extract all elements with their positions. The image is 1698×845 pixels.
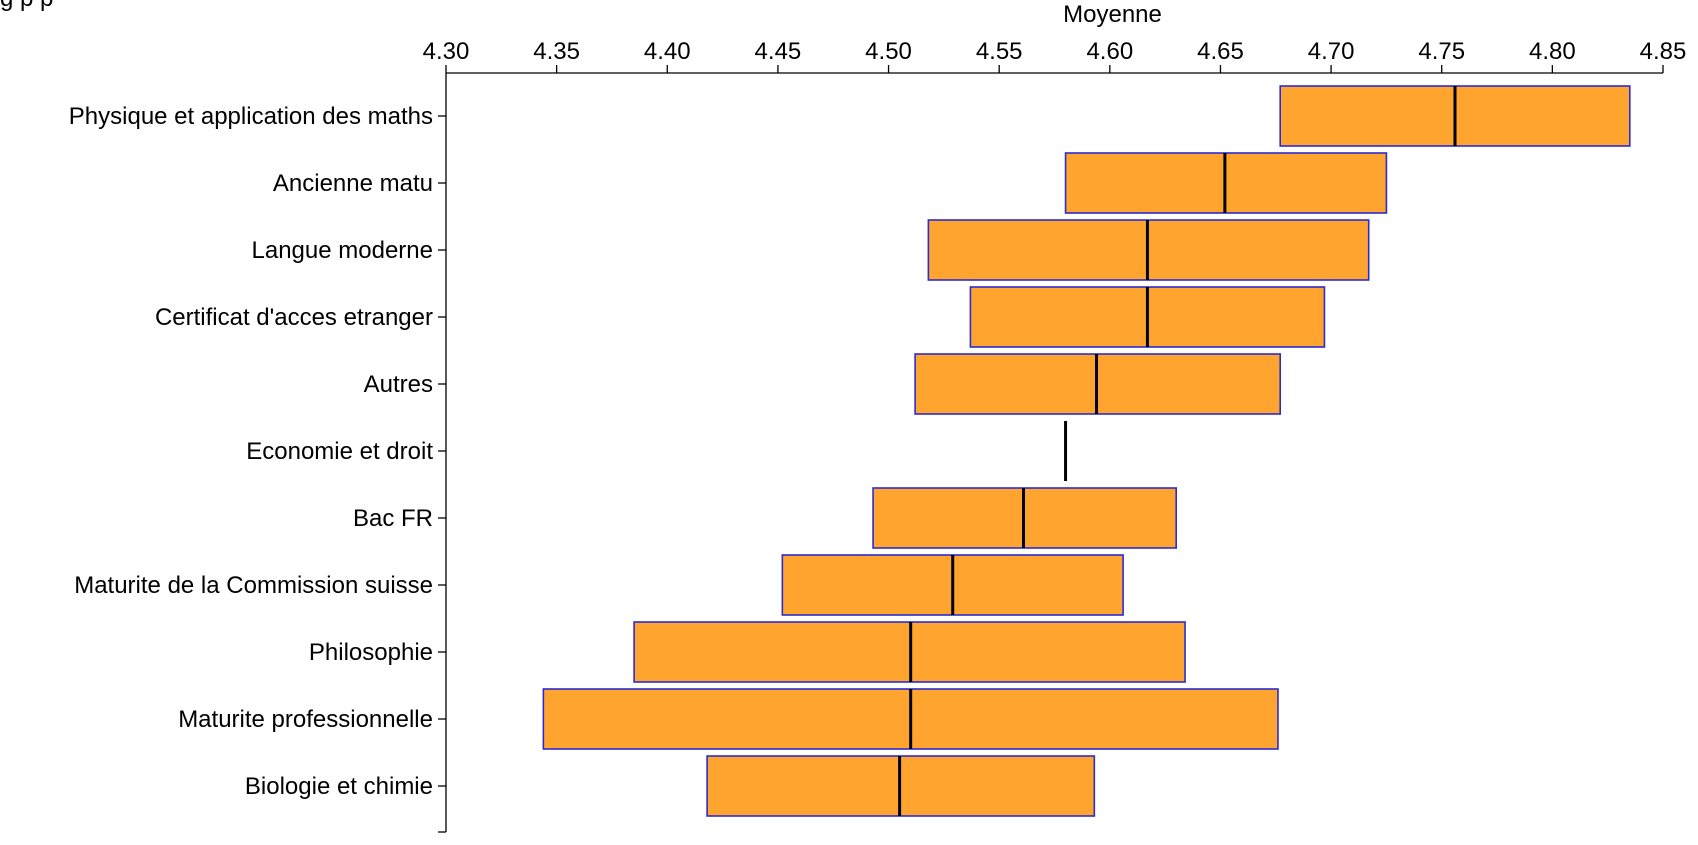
category-label: Economie et droit	[246, 438, 433, 465]
x-tick-label: 4.45	[755, 38, 802, 65]
category-label: Philosophie	[309, 639, 433, 666]
category-label: Biologie et chimie	[245, 773, 433, 800]
x-tick-label: 4.60	[1086, 38, 1133, 65]
category-label: Bac FR	[353, 505, 433, 532]
x-tick-label: 4.80	[1529, 38, 1576, 65]
category-label: Physique et application des maths	[69, 103, 433, 130]
category-label: Maturite professionnelle	[178, 706, 433, 733]
x-axis-title: Moyenne	[1063, 1, 1162, 28]
category-label: Autres	[364, 371, 433, 398]
x-tick-label: 4.70	[1308, 38, 1355, 65]
category-label: Langue moderne	[252, 237, 433, 264]
x-tick-label: 4.35	[533, 38, 580, 65]
x-tick-label: 4.75	[1418, 38, 1465, 65]
x-tick-label: 4.65	[1197, 38, 1244, 65]
category-label: Ancienne matu	[273, 170, 433, 197]
x-tick-label: 4.30	[423, 38, 470, 65]
category-label: Maturite de la Commission suisse	[74, 572, 433, 599]
plot-area: 4.30 4.35 4.40 4.45 4.50 4.55 4.60 4.65 4.70 4.75…	[69, 38, 1687, 833]
x-tick-label: 4.50	[865, 38, 912, 65]
category-label: Certificat d'acces etranger	[155, 304, 433, 331]
header-partial-text: g p p	[0, 0, 53, 12]
x-tick-label: 4.55	[976, 38, 1023, 65]
x-tick-label: 4.85	[1640, 38, 1687, 65]
x-tick-label: 4.40	[644, 38, 691, 65]
